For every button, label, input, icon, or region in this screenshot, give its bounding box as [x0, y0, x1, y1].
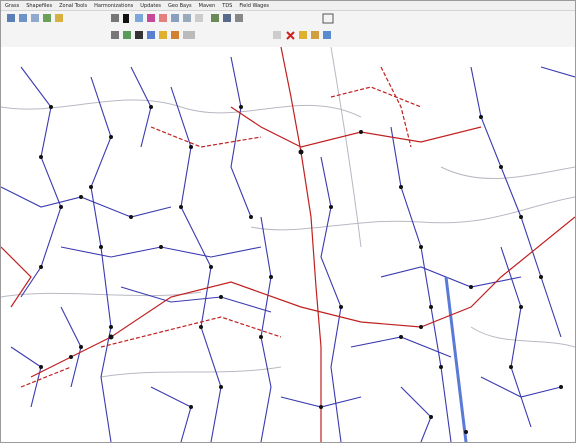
tool-button[interactable] [171, 31, 179, 39]
tool-button[interactable] [211, 14, 219, 22]
menu-item[interactable]: Grass [5, 1, 19, 10]
menu-bar: Grass Shapefiles Zonal Tools Harmonizations… [1, 1, 575, 11]
nodes [39, 105, 563, 434]
tool-button[interactable] [111, 14, 119, 22]
tool-button[interactable] [31, 14, 39, 22]
tool-button[interactable] [135, 14, 143, 22]
tool-button[interactable] [111, 31, 119, 39]
menu-item[interactable]: Updates [140, 1, 161, 10]
tool-button[interactable] [123, 31, 131, 39]
planned-lines [21, 67, 421, 387]
main-feeder [446, 277, 466, 442]
tool-button[interactable] [159, 31, 167, 39]
tool-button[interactable] [195, 14, 203, 22]
tool-button[interactable] [7, 14, 15, 22]
tool-button[interactable] [287, 32, 294, 39]
menu-item[interactable]: Maven [199, 1, 216, 10]
tool-button[interactable] [323, 31, 331, 39]
tool-button[interactable] [43, 14, 51, 22]
menu-item[interactable]: Geo Bays [168, 1, 192, 10]
application-window: Grass Shapefiles Zonal Tools Harmonizations… [0, 0, 576, 443]
tool-button[interactable] [147, 31, 155, 39]
tool-button[interactable] [323, 14, 333, 23]
menu-item[interactable]: TDS [222, 1, 232, 10]
tool-button[interactable] [183, 31, 195, 39]
tool-button[interactable] [183, 14, 191, 22]
tool-button[interactable] [311, 31, 319, 39]
tool-button[interactable] [235, 14, 243, 22]
tool-button[interactable] [147, 14, 155, 22]
menu-item[interactable]: Field Wages [239, 1, 269, 10]
menu-item[interactable]: Harmonizations [94, 1, 133, 10]
tool-button[interactable] [223, 14, 231, 22]
tool-button[interactable] [55, 14, 63, 22]
tool-button[interactable] [19, 14, 27, 22]
map-canvas [1, 47, 575, 442]
menu-item[interactable]: Zonal Tools [59, 1, 87, 10]
tool-button[interactable] [123, 14, 129, 23]
distribution-lines [1, 57, 575, 442]
tool-button[interactable] [299, 31, 307, 39]
menu-item[interactable]: Shapefiles [26, 1, 52, 10]
tool-button[interactable] [171, 14, 179, 22]
tool-button[interactable] [273, 31, 281, 39]
toolbar [1, 11, 575, 47]
tool-button[interactable] [159, 14, 167, 22]
minor-roads [1, 47, 575, 377]
tool-button[interactable] [135, 31, 143, 39]
toolbar-row-2 [111, 31, 331, 39]
toolbar-row-1 [7, 14, 333, 23]
